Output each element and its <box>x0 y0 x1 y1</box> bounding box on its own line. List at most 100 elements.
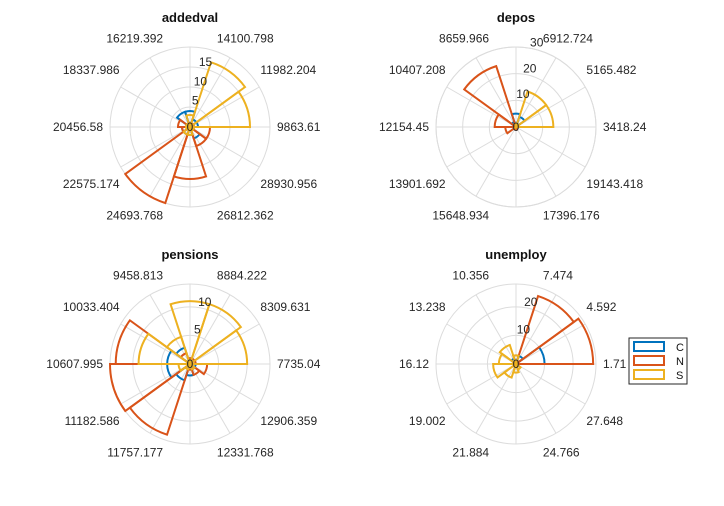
angular-gridline <box>189 294 231 365</box>
bar-C-3 <box>175 110 192 130</box>
angle-tick-label: 20456.58 <box>53 120 103 134</box>
angle-tick-label: 1.71 <box>603 357 627 371</box>
angular-gridline <box>475 126 517 197</box>
angular-gridline <box>149 294 191 365</box>
angle-tick-label: 12154.45 <box>379 120 429 134</box>
angle-tick-label: 6912.724 <box>543 31 593 45</box>
angular-gridline <box>515 57 557 128</box>
angular-gridline <box>515 363 586 405</box>
legend-swatch-N <box>633 355 665 366</box>
angular-gridline <box>189 126 231 197</box>
angle-tick-label: 13.238 <box>409 300 446 314</box>
angular-gridline <box>149 363 191 434</box>
angle-tick-label: 10607.995 <box>46 357 103 371</box>
bar-N-7 <box>172 123 208 180</box>
bar-S-4 <box>137 332 194 365</box>
angular-gridline <box>120 363 191 405</box>
panel-title: addedval <box>162 10 218 25</box>
angle-tick-label: 9863.61 <box>277 120 321 134</box>
radial-tick-label: 10 <box>194 74 208 88</box>
angular-gridline <box>446 126 517 168</box>
legend-label-C: C <box>676 342 684 354</box>
radial-tick-label: 15 <box>199 55 213 69</box>
bar-S-1 <box>514 90 548 130</box>
bar-N-4 <box>493 113 520 128</box>
polar-panel-pensions: 5 10 0 7735.04 8309.631 8884.222 9458.813 10033… <box>46 247 320 460</box>
radial-tick-label: 10 <box>198 295 212 309</box>
angular-gridline <box>515 294 557 365</box>
bar-N-0 <box>512 317 595 365</box>
radial-tick-label: 10 <box>517 322 531 336</box>
angular-gridline <box>475 57 517 128</box>
bar-N-5 <box>108 363 194 413</box>
bar-N-3 <box>462 64 518 130</box>
angle-tick-label: 11182.586 <box>65 414 120 428</box>
angle-tick-label: 26812.362 <box>217 209 274 223</box>
bar-S-6 <box>183 361 192 371</box>
angular-gridline <box>446 86 517 128</box>
bar-N-1 <box>514 294 576 367</box>
angular-gridline <box>515 126 586 168</box>
angle-tick-label: 28930.956 <box>260 177 317 191</box>
legend-box <box>628 337 688 385</box>
bar-S-7 <box>512 360 520 374</box>
bar-S-1 <box>188 61 247 130</box>
angle-tick-label: 3418.24 <box>603 120 647 134</box>
angle-tick-label: 27.648 <box>586 414 623 428</box>
legend-label-S: S <box>676 370 683 382</box>
bar-N-6 <box>123 124 192 205</box>
legend: CNS <box>628 337 688 385</box>
angle-tick-label: 7.474 <box>543 268 573 282</box>
radial-tick-label-zero: 0 <box>513 120 520 134</box>
radial-tick-label: 20 <box>523 62 537 76</box>
angle-tick-label: 19143.418 <box>586 177 643 191</box>
legend-swatch-C <box>633 341 665 352</box>
angle-tick-label: 18337.986 <box>63 63 120 77</box>
angular-gridline <box>189 57 231 128</box>
angle-tick-label: 12331.768 <box>217 446 274 460</box>
angular-gridline <box>189 363 260 405</box>
bar-S-2 <box>513 123 519 131</box>
angle-tick-label: 4.592 <box>586 300 616 314</box>
panel-title: unemploy <box>485 247 547 262</box>
angle-tick-label: 9458.813 <box>113 268 163 282</box>
angle-tick-label: 14100.798 <box>217 31 274 45</box>
angle-tick-label: 19.002 <box>409 414 446 428</box>
angle-tick-label: 11757.177 <box>107 446 163 460</box>
bar-S-2 <box>169 300 211 368</box>
angular-gridline <box>515 86 586 128</box>
bar-S-8 <box>514 361 523 371</box>
angular-gridline <box>515 323 586 365</box>
angle-tick-label: 24.766 <box>543 446 580 460</box>
angle-tick-label: 5165.482 <box>586 63 636 77</box>
angular-gridline <box>149 126 191 197</box>
angular-gridline <box>515 126 557 197</box>
angle-tick-label: 10.356 <box>452 268 489 282</box>
bar-N-4 <box>176 118 194 128</box>
panel-title: depos <box>497 10 535 25</box>
radial-tick-label-zero: 0 <box>513 357 520 371</box>
radial-tick-label: 10 <box>516 87 530 101</box>
angle-tick-label: 10407.208 <box>389 63 446 77</box>
angle-tick-label: 12906.359 <box>260 414 317 428</box>
angle-tick-label: 21.884 <box>452 446 489 460</box>
angle-tick-label: 11982.204 <box>260 63 316 77</box>
angle-tick-label: 13901.692 <box>389 177 446 191</box>
angle-tick-label: 16219.392 <box>106 31 163 45</box>
angular-gridline <box>475 294 517 365</box>
panel-title: pensions <box>161 247 218 262</box>
legend-swatch-S <box>633 369 665 380</box>
angle-tick-label: 8659.966 <box>439 31 489 45</box>
legend-label-N: N <box>676 356 684 368</box>
angular-gridline <box>189 126 260 168</box>
angular-gridline <box>120 126 191 168</box>
bar-S-8 <box>188 361 197 371</box>
bar-S-3 <box>498 343 518 367</box>
bar-N-5 <box>504 126 520 135</box>
angle-tick-label: 10033.404 <box>63 300 120 314</box>
angle-tick-label: 8884.222 <box>217 268 267 282</box>
angular-gridline <box>515 363 557 434</box>
radial-tick-label: 5 <box>194 322 201 336</box>
bar-S-9 <box>186 126 196 131</box>
